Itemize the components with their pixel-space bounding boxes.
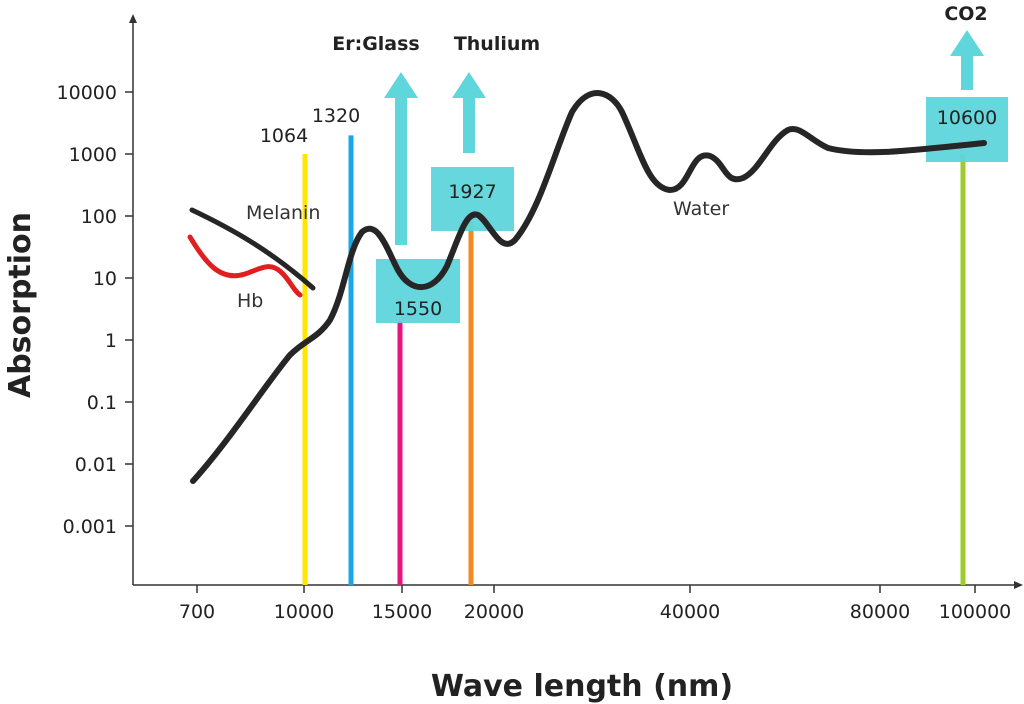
x-tick-label: 700 <box>179 601 215 623</box>
laser-label-1927: 1927 <box>448 181 496 203</box>
y-tick-label: 1 <box>105 330 117 352</box>
series-line-melanin <box>189 207 316 291</box>
laser-label-1320: 1320 <box>312 105 360 127</box>
x-tick-label: 10000 <box>274 601 334 623</box>
laser-name-1927: Thulium <box>454 33 540 55</box>
laser-arrow-1927 <box>452 72 486 153</box>
x-axis-title: Wave length (nm) <box>431 669 733 704</box>
series-line-water <box>190 90 987 484</box>
laser-highlight-boxes <box>376 30 1008 323</box>
laser-box-1927 <box>431 167 514 231</box>
y-tick-label: 0.001 <box>63 516 117 538</box>
laser-arrow-1550 <box>384 72 418 245</box>
laser-arrow-10600 <box>950 30 984 90</box>
x-tick-label: 40000 <box>660 601 720 623</box>
y-tick-label: 10000 <box>57 82 117 104</box>
y-axis-title: Absorption <box>3 212 38 398</box>
laser-name-10600: CO2 <box>944 3 987 25</box>
series-line-hb <box>187 234 303 298</box>
series-label-water: Water <box>673 198 729 220</box>
laser-name-1550: Er:Glass <box>332 33 420 55</box>
series-label-melanin: Melanin <box>246 202 320 224</box>
x-tick-label: 100000 <box>939 601 1012 623</box>
series-label-hb: Hb <box>237 290 263 312</box>
laser-box-10600 <box>926 97 1008 162</box>
laser-label-1064: 1064 <box>260 125 308 147</box>
x-tick-label: 15000 <box>372 601 432 623</box>
y-tick-label: 0.1 <box>87 392 117 414</box>
x-tick-label: 20000 <box>464 601 524 623</box>
laser-label-10600: 10600 <box>937 107 997 129</box>
laser-lines <box>302 135 966 585</box>
y-tick-label: 100 <box>81 206 117 228</box>
x-ticks: 700 10000 15000 20000 40000 80000 100000 <box>179 585 1011 623</box>
y-tick-label: 0.01 <box>75 454 117 476</box>
laser-label-1550: 1550 <box>394 298 442 320</box>
y-tick-label: 1000 <box>69 144 117 166</box>
absorption-curves <box>187 90 987 484</box>
y-tick-label: 10 <box>93 268 117 290</box>
x-tick-label: 80000 <box>850 601 910 623</box>
y-ticks: 10000 1000 100 10 1 0.1 0.01 0.001 <box>57 82 133 538</box>
